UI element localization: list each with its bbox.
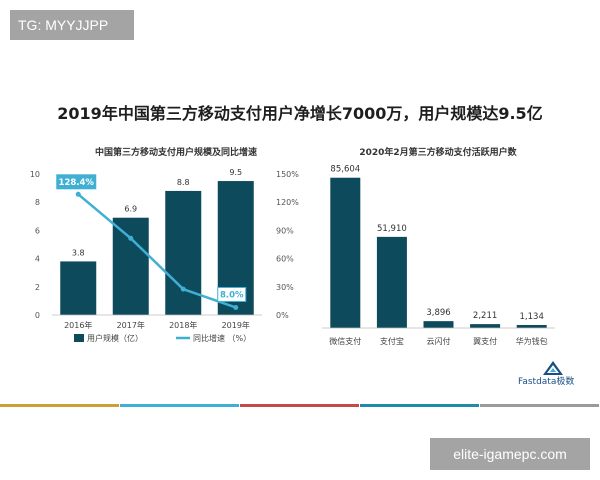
x-tick-label: 2018年: [169, 320, 197, 330]
growth-rate-point: [75, 191, 81, 197]
divider-segment: [0, 404, 119, 407]
left-y-tick: 6: [35, 226, 40, 235]
bar-value-label: 3.8: [72, 248, 85, 257]
page-title: 2019年中国第三方移动支付用户净增长7000万，用户规模达9.5亿: [57, 104, 543, 123]
bar-active-users: [470, 324, 501, 328]
bar-active-users: [516, 325, 547, 328]
right-y-tick: 0%: [276, 311, 289, 320]
left-y-tick: 0: [35, 311, 40, 320]
right-y-tick: 60%: [276, 255, 294, 264]
watermark-bottom-right: elite-igamepc.com: [430, 438, 590, 470]
bar-value-label: 8.8: [177, 178, 190, 187]
right-y-tick: 30%: [276, 283, 294, 292]
callout-first-value: 128.4%: [59, 178, 95, 188]
brand-label: Fastdata极数: [518, 377, 575, 387]
right-chart-title: 2020年2月第三方移动支付活跃用户数: [359, 146, 517, 158]
callout-last-value: 8.0%: [220, 290, 244, 300]
x-tick-label: 云闪付: [427, 336, 451, 346]
watermark-top-left: TG: MYYJJPP: [10, 10, 134, 40]
growth-rate-line: [77, 193, 237, 309]
bar-user-scale: [112, 217, 149, 315]
divider-segment: [360, 404, 479, 407]
right-y-tick: 90%: [276, 226, 294, 235]
x-tick-label: 微信支付: [329, 336, 361, 346]
bar-value-label: 3,896: [426, 308, 450, 318]
x-tick-label: 2019年: [222, 320, 250, 330]
legend-bar-label: 用户规模（亿）: [87, 333, 143, 343]
bar-value-label: 2,211: [473, 311, 497, 321]
bar-value-label: 9.5: [229, 168, 242, 177]
left-chart-title: 中国第三方移动支付用户规模及同比增速: [95, 146, 257, 158]
growth-rate-point: [128, 235, 134, 241]
left-y-tick: 2: [35, 283, 40, 292]
bar-user-scale: [60, 261, 97, 315]
left-y-tick: 8: [35, 198, 40, 207]
bar-user-scale: [165, 190, 202, 315]
divider-segment: [240, 404, 359, 407]
bar-active-users: [330, 177, 361, 328]
color-divider: [0, 404, 599, 407]
legend-bar-swatch: [74, 334, 84, 342]
growth-rate-point: [233, 304, 239, 310]
divider-segment: [480, 404, 599, 407]
bar-value-label: 85,604: [330, 165, 360, 175]
right-y-tick: 120%: [276, 198, 299, 207]
left-y-tick: 4: [35, 255, 40, 264]
bar-value-label: 1,134: [520, 312, 544, 322]
x-tick-label: 翼支付: [473, 336, 497, 346]
bar-active-users: [376, 236, 407, 328]
fastdata-logo-icon: [543, 361, 563, 375]
callout-box-first: [56, 174, 97, 190]
bar-active-users: [423, 321, 454, 328]
callout-box-last: [217, 286, 247, 302]
bar-value-label: 6.9: [124, 205, 137, 214]
legend-line-label: 同比增速 （%）: [193, 333, 251, 343]
left-y-tick: 10: [30, 170, 40, 179]
growth-rate-point: [180, 286, 186, 292]
right-y-tick: 150%: [276, 170, 299, 179]
bar-value-label: 51,910: [377, 224, 407, 234]
divider-segment: [120, 404, 239, 407]
right-chart: 85,604 51,910 3,896 2,211 1,134 微信支付 支付宝 云闪付 翼支付…: [322, 165, 555, 346]
x-tick-label: 支付宝: [380, 336, 404, 346]
x-tick-label: 华为钱包: [516, 336, 548, 346]
left-chart: 0 2 4 6 8 10 0% 30% 60% 90% 120% 150% 3.8 6.9 8.8 9.5 20…: [30, 168, 299, 343]
x-tick-label: 2017年: [117, 320, 145, 330]
x-tick-label: 2016年: [64, 320, 92, 330]
